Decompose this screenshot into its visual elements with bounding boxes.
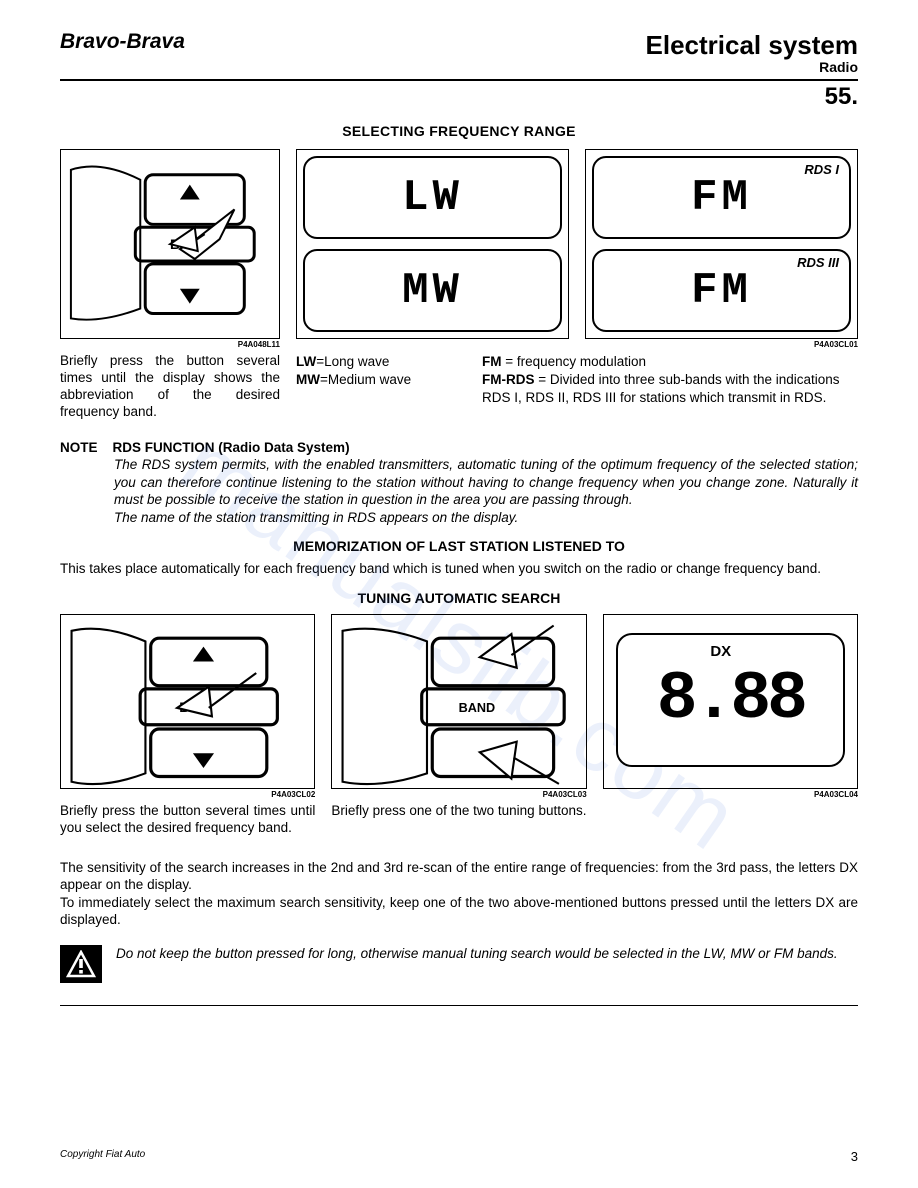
svg-text:BAND: BAND (459, 701, 496, 715)
page: manualslib.com Bravo-Brava Electrical sy… (0, 0, 918, 1188)
fmrds-abbr: FM-RDS (482, 372, 535, 387)
button-illustration-icon: BA (61, 150, 279, 338)
memo-title: MEMORIZATION OF LAST STATION LISTENED TO (60, 538, 858, 554)
defs-left: LW=Long wave MW=Medium wave (296, 353, 466, 408)
page-number: 3 (851, 1149, 858, 1164)
note-body-1: The RDS system permits, with the enabled… (114, 456, 858, 509)
warning-text: Do not keep the button pressed for long,… (116, 945, 838, 963)
lcd-mw: MW (303, 249, 562, 332)
lcd-fm1-text: FM (691, 173, 752, 223)
note-body-2: The name of the station transmitting in … (114, 509, 858, 527)
warning-row: Do not keep the button pressed for long,… (60, 945, 858, 983)
dx-tag: DX (710, 643, 731, 660)
note-subtitle: RDS FUNCTION (Radio Data System) (113, 440, 350, 455)
figC-code: P4A03CL04 (603, 790, 858, 799)
header-right: Electrical system Radio (646, 30, 858, 75)
header-title: Electrical system (646, 30, 858, 61)
fm-def: = frequency modulation (502, 354, 646, 369)
rds1-tag: RDS I (804, 162, 839, 177)
section-number: 55. (60, 83, 858, 111)
tuning-row: BA P4A03CL02 Briefly press the button se… (60, 614, 858, 837)
page-footer: Copyright Fiat Auto 3 (60, 1149, 858, 1164)
lcd-mw-text: MW (402, 266, 463, 316)
fig-button-press: BA (60, 149, 280, 339)
copyright: Copyright Fiat Auto (60, 1149, 145, 1164)
header-subtitle: Radio (646, 59, 858, 75)
freq-row: BA P4A048L11 Briefly press the button se… (60, 149, 858, 421)
header-left: Bravo-Brava (60, 30, 185, 54)
tuning-buttons-icon: BAND (332, 615, 585, 789)
warning-icon (60, 945, 102, 983)
lw-def: =Long wave (316, 354, 389, 369)
fig-tuning-c: DX 8.88 (603, 614, 858, 789)
dx-digits: 8.88 (657, 661, 804, 738)
tuning-title: TUNING AUTOMATIC SEARCH (60, 590, 858, 606)
lcd-lw-text: LW (402, 173, 463, 223)
lcd-fm2-text: FM (691, 266, 752, 316)
lcd-fm-rds1: FM RDS I (592, 156, 851, 239)
immediate-text: To immediately select the maximum search… (60, 894, 858, 929)
fig-lw-mw: LW MW (296, 149, 569, 339)
lcd-fm-rds3: FM RDS III (592, 249, 851, 332)
fm-abbr: FM (482, 354, 502, 369)
fig-tuning-b: BAND (331, 614, 586, 789)
fig-fm: FM RDS I FM RDS III (585, 149, 858, 339)
lcd-dx: DX 8.88 (616, 633, 845, 767)
figB-caption: Briefly press one of the two tuning butt… (331, 803, 586, 820)
figB-code: P4A03CL03 (331, 790, 586, 799)
footer-rule (60, 1005, 858, 1006)
selecting-freq-title: SELECTING FREQUENCY RANGE (60, 123, 858, 139)
defs-right: FM = frequency modulation FM-RDS = Divid… (482, 353, 858, 408)
figA-caption: Briefly press the button several times u… (60, 803, 315, 837)
fig2-code: P4A03CL01 (296, 340, 858, 349)
note-block: NOTE RDS FUNCTION (Radio Data System) Th… (60, 439, 858, 527)
memo-body: This takes place automatically for each … (60, 560, 858, 578)
figA-code: P4A03CL02 (60, 790, 315, 799)
fig-tuning-a: BA (60, 614, 315, 789)
lcd-lw: LW (303, 156, 562, 239)
note-label: NOTE (60, 440, 98, 455)
header-rule (60, 79, 858, 81)
rds3-tag: RDS III (797, 255, 839, 270)
band-button-icon: BA (61, 615, 314, 789)
lw-abbr: LW (296, 354, 316, 369)
page-header: Bravo-Brava Electrical system Radio (60, 30, 858, 75)
mw-def: =Medium wave (320, 372, 411, 387)
mw-abbr: MW (296, 372, 320, 387)
fig1-caption: Briefly press the button several times u… (60, 353, 280, 421)
fmrds-def: = Divided into three sub-bands with the … (482, 372, 840, 405)
fig1-code: P4A048L11 (60, 340, 280, 349)
sensitivity-text: The sensitivity of the search increases … (60, 859, 858, 894)
